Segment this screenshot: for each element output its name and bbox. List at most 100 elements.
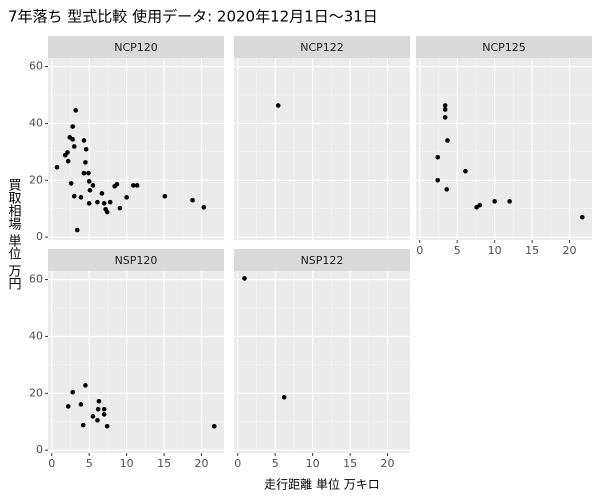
x-tick-label: 10 <box>488 244 502 257</box>
point <box>74 227 80 233</box>
point <box>96 398 102 404</box>
point <box>442 115 448 120</box>
panel <box>234 271 410 453</box>
point <box>65 158 71 164</box>
point <box>78 402 84 407</box>
point <box>435 177 441 183</box>
point <box>78 195 84 200</box>
point <box>86 201 92 206</box>
point <box>107 199 113 205</box>
y-tick-label: 60 <box>29 273 43 286</box>
point <box>275 103 281 108</box>
point <box>65 404 71 409</box>
point <box>83 160 88 165</box>
panel <box>48 271 224 453</box>
point <box>81 138 87 143</box>
panel <box>48 58 224 240</box>
point <box>445 138 450 143</box>
point <box>579 214 585 220</box>
point <box>435 154 441 160</box>
x-tick-label: 20 <box>563 244 577 257</box>
x-tick-label: 0 <box>234 457 241 470</box>
point <box>80 422 86 428</box>
point <box>83 383 88 388</box>
point <box>71 144 77 149</box>
y-tick-label: 40 <box>29 116 43 129</box>
point <box>70 389 76 395</box>
point <box>463 168 468 174</box>
point <box>95 417 100 423</box>
strip <box>234 249 410 271</box>
point <box>211 423 217 429</box>
point <box>54 164 60 170</box>
point <box>70 137 76 142</box>
x-tick-label: 5 <box>86 457 93 470</box>
x-tick-label: 10 <box>306 457 320 470</box>
point <box>114 181 120 187</box>
strip-label: NCP120 <box>114 41 158 54</box>
x-tick-label: 10 <box>120 457 134 470</box>
x-tick-label: 5 <box>454 244 461 257</box>
strip <box>234 36 410 58</box>
strip <box>416 36 592 58</box>
point <box>101 201 107 206</box>
strip <box>48 249 224 271</box>
strip-label: NCP125 <box>482 41 526 54</box>
point <box>68 181 74 186</box>
point <box>86 170 91 176</box>
x-tick-label: 0 <box>48 457 55 470</box>
point <box>131 183 136 188</box>
y-tick-label: 20 <box>29 386 43 399</box>
panel <box>416 58 592 240</box>
point <box>477 203 482 208</box>
x-tick-label: 5 <box>272 457 279 470</box>
point <box>444 187 450 192</box>
point <box>442 103 448 108</box>
point <box>162 193 168 199</box>
y-tick-label: 20 <box>29 173 43 186</box>
point <box>124 195 129 200</box>
point <box>117 205 123 211</box>
y-tick-label: 40 <box>29 329 43 342</box>
point <box>83 146 89 152</box>
point <box>73 108 79 113</box>
point <box>101 406 107 412</box>
y-tick-label: 0 <box>36 230 43 243</box>
y-axis-label: 買取相場 単位 万円 <box>6 178 22 291</box>
point <box>190 197 195 203</box>
point <box>281 394 287 400</box>
chart-title: 7年落ち 型式比較 使用データ: 2020年12月1日～31日 <box>8 8 378 26</box>
point <box>71 193 77 199</box>
y-tick-label: 60 <box>29 60 43 73</box>
point <box>86 179 92 184</box>
x-tick-label: 20 <box>381 457 395 470</box>
point <box>507 199 512 204</box>
strip-label: NSP122 <box>301 254 344 267</box>
x-tick-label: 0 <box>416 244 423 257</box>
point <box>442 107 448 112</box>
point <box>90 183 96 188</box>
point <box>95 406 101 412</box>
x-tick-label: 15 <box>525 244 539 257</box>
x-tick-label: 15 <box>343 457 357 470</box>
point <box>201 204 207 210</box>
strip-label: NCP122 <box>300 41 344 54</box>
point <box>65 150 70 155</box>
x-tick-label: 15 <box>157 457 171 470</box>
point <box>90 414 96 419</box>
y-tick-label: 0 <box>36 443 43 456</box>
point <box>104 423 110 429</box>
point <box>70 124 76 129</box>
point <box>101 412 107 417</box>
x-tick-label: 20 <box>195 457 209 470</box>
strip-label: NSP120 <box>115 254 158 267</box>
point <box>81 170 87 176</box>
x-axis-label: 走行距離 単位 万キロ <box>264 477 380 492</box>
panel <box>234 58 410 240</box>
point <box>95 199 100 205</box>
point <box>87 187 93 193</box>
point <box>134 183 140 188</box>
point <box>104 209 110 215</box>
point <box>99 191 105 196</box>
